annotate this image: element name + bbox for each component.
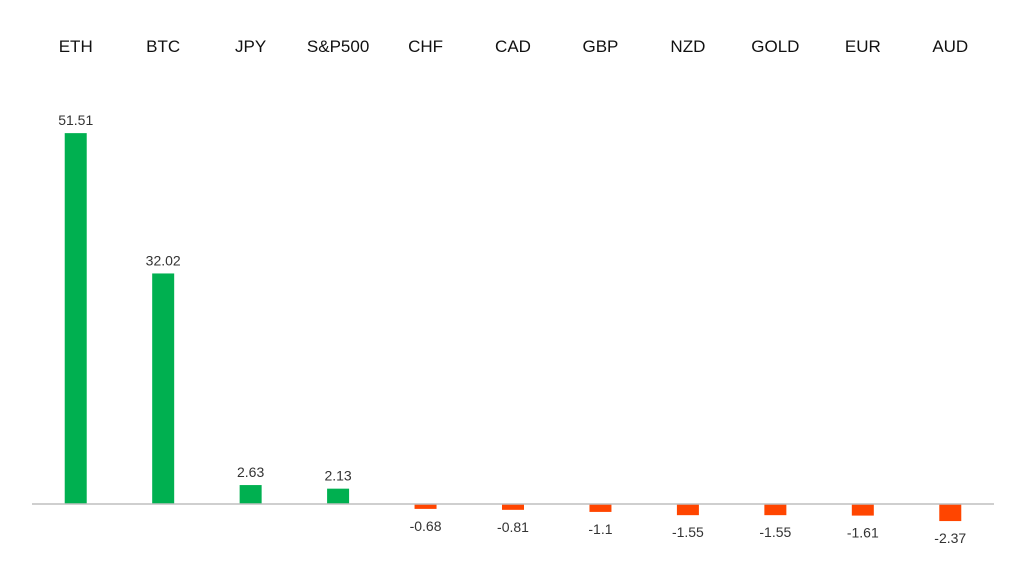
- category-label-nzd: NZD: [670, 37, 705, 56]
- category-label-aud: AUD: [932, 37, 968, 56]
- value-label-chf: -0.68: [410, 518, 442, 534]
- value-label-s-p500: 2.13: [324, 468, 351, 484]
- category-label-jpy: JPY: [235, 37, 266, 56]
- bar-btc: [152, 273, 175, 504]
- bar-cad: [502, 504, 524, 510]
- category-labels: ETH BTC JPY S&P500 CHF CAD GBP NZD GOLD EUR AUD: [59, 37, 968, 56]
- value-label-nzd: -1.55: [672, 524, 704, 540]
- category-label-btc: BTC: [146, 37, 180, 56]
- category-label-gold: GOLD: [751, 37, 799, 56]
- bar-s-p500: [327, 488, 350, 504]
- value-label-aud: -2.37: [934, 530, 966, 546]
- value-label-cad: -0.81: [497, 519, 529, 535]
- bar-eth: [64, 133, 87, 505]
- bar-eur: [851, 504, 874, 516]
- category-label-cad: CAD: [495, 37, 531, 56]
- bar-jpy: [239, 485, 262, 504]
- value-labels: 51.51 32.02 2.63 2.13 -0.68 -0.81 -1.1 -1.55 -1.…: [58, 112, 966, 546]
- bars: [64, 133, 962, 522]
- value-label-eur: -1.61: [847, 525, 879, 541]
- category-label-gbp: GBP: [583, 37, 619, 56]
- category-label-s-p500: S&P500: [307, 37, 369, 56]
- value-label-jpy: 2.63: [237, 464, 264, 480]
- value-label-gold: -1.55: [759, 524, 791, 540]
- value-label-eth: 51.51: [58, 112, 93, 128]
- bar-gbp: [589, 504, 612, 512]
- bar-gold: [764, 504, 787, 516]
- category-label-chf: CHF: [408, 37, 443, 56]
- bar-aud: [939, 504, 962, 522]
- category-label-eur: EUR: [845, 37, 881, 56]
- bar-nzd: [676, 504, 699, 516]
- bar-chf: [414, 504, 437, 509]
- category-label-eth: ETH: [59, 37, 93, 56]
- value-label-gbp: -1.1: [588, 521, 612, 537]
- value-label-btc: 32.02: [146, 252, 181, 268]
